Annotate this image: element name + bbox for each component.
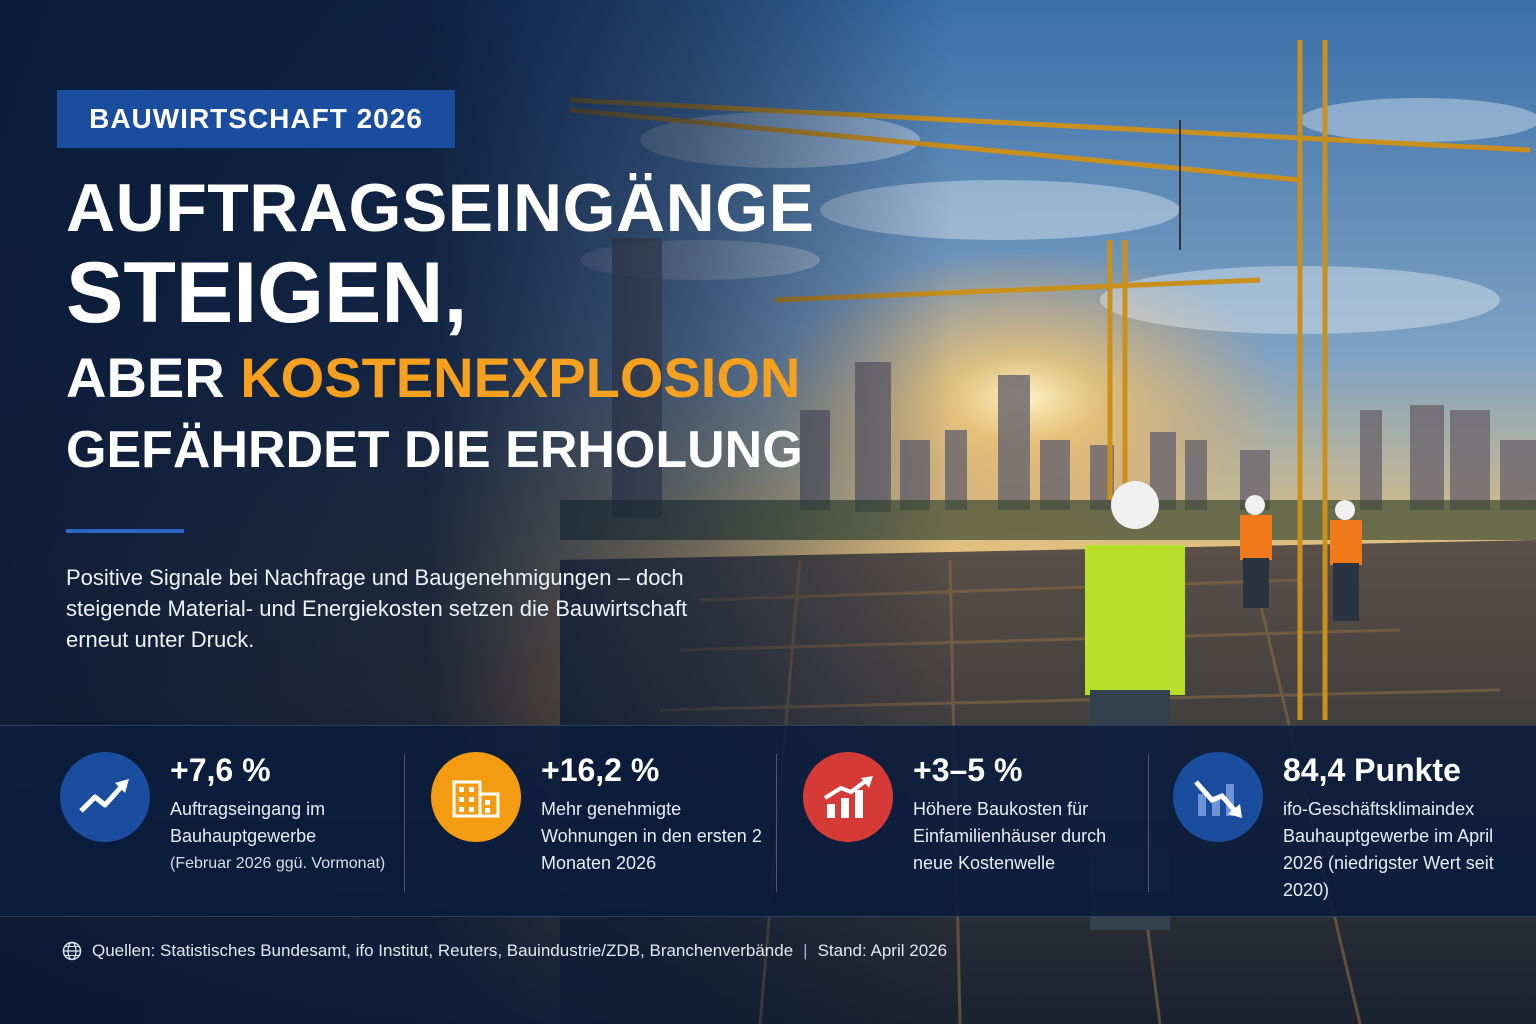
stat-description: Höhere Baukosten für Einfamilienhäuser d… (913, 799, 1107, 873)
trend-up-icon (60, 752, 150, 842)
stat-description: Mehr genehmigte Wohnungen in den ersten … (541, 799, 762, 873)
stat-description: ifo-Geschäftsklimaindex Bauhauptgewerbe … (1283, 799, 1494, 900)
globe-icon (62, 941, 82, 961)
headline-line-1: AUFTRAGSEINGÄNGE (66, 170, 815, 246)
stat-value: 84,4 Punkte (1283, 752, 1461, 788)
bar-chart-up-icon (803, 752, 893, 842)
subtitle: Positive Signale bei Nachfrage und Bauge… (66, 565, 688, 652)
stat-permits: +16,2 % Mehr genehmigte Wohnungen in den… (431, 746, 771, 896)
headline: AUFTRAGSEINGÄNGE STEIGEN, ABER KOSTENEXP… (66, 168, 814, 476)
footer-date: Stand: April 2026 (817, 941, 948, 960)
headline-line-3-prefix: ABER (66, 346, 241, 409)
footer-sources-text: Quellen: Statistisches Bundesamt, ifo In… (92, 941, 794, 960)
stat-divider (404, 754, 405, 892)
headline-accent: KOSTENEXPLOSION (240, 346, 801, 409)
stat-orders: +7,6 % Auftragseingang im Bauhauptgewerb… (60, 746, 400, 896)
headline-divider (66, 529, 184, 533)
footer-separator: | (803, 941, 808, 960)
stat-divider (1148, 754, 1149, 892)
stat-description: Auftragseingang im Bauhauptgewerbe (Febru… (170, 796, 400, 877)
stat-value: +3–5 % (913, 752, 1023, 788)
category-badge: BAUWIRTSCHAFT 2026 (57, 90, 455, 148)
footer-sources: Quellen: Statistisches Bundesamt, ifo In… (62, 941, 947, 961)
stat-value: +16,2 % (541, 752, 660, 788)
headline-line-3: ABER KOSTENEXPLOSION (66, 350, 814, 406)
stat-divider (776, 754, 777, 892)
headline-line-4: GEFÄHRDET DIE ERHOLUNG (66, 421, 803, 479)
headline-line-2: STEIGEN, (66, 245, 468, 341)
stats-band: +7,6 % Auftragseingang im Bauhauptgewerb… (0, 725, 1536, 917)
stat-value: +7,6 % (170, 752, 271, 788)
stat-ifo-index: 84,4 Punkte ifo-Geschäftsklimaindex Bauh… (1173, 746, 1513, 900)
trend-down-icon (1173, 752, 1263, 842)
stat-costs: +3–5 % Höhere Baukosten für Einfamilienh… (803, 746, 1143, 896)
stat-note: (Februar 2026 ggü. Vormonat) (170, 855, 386, 872)
stat-desc-text: Auftragseingang im Bauhauptgewerbe (170, 799, 326, 846)
buildings-icon (431, 752, 521, 842)
